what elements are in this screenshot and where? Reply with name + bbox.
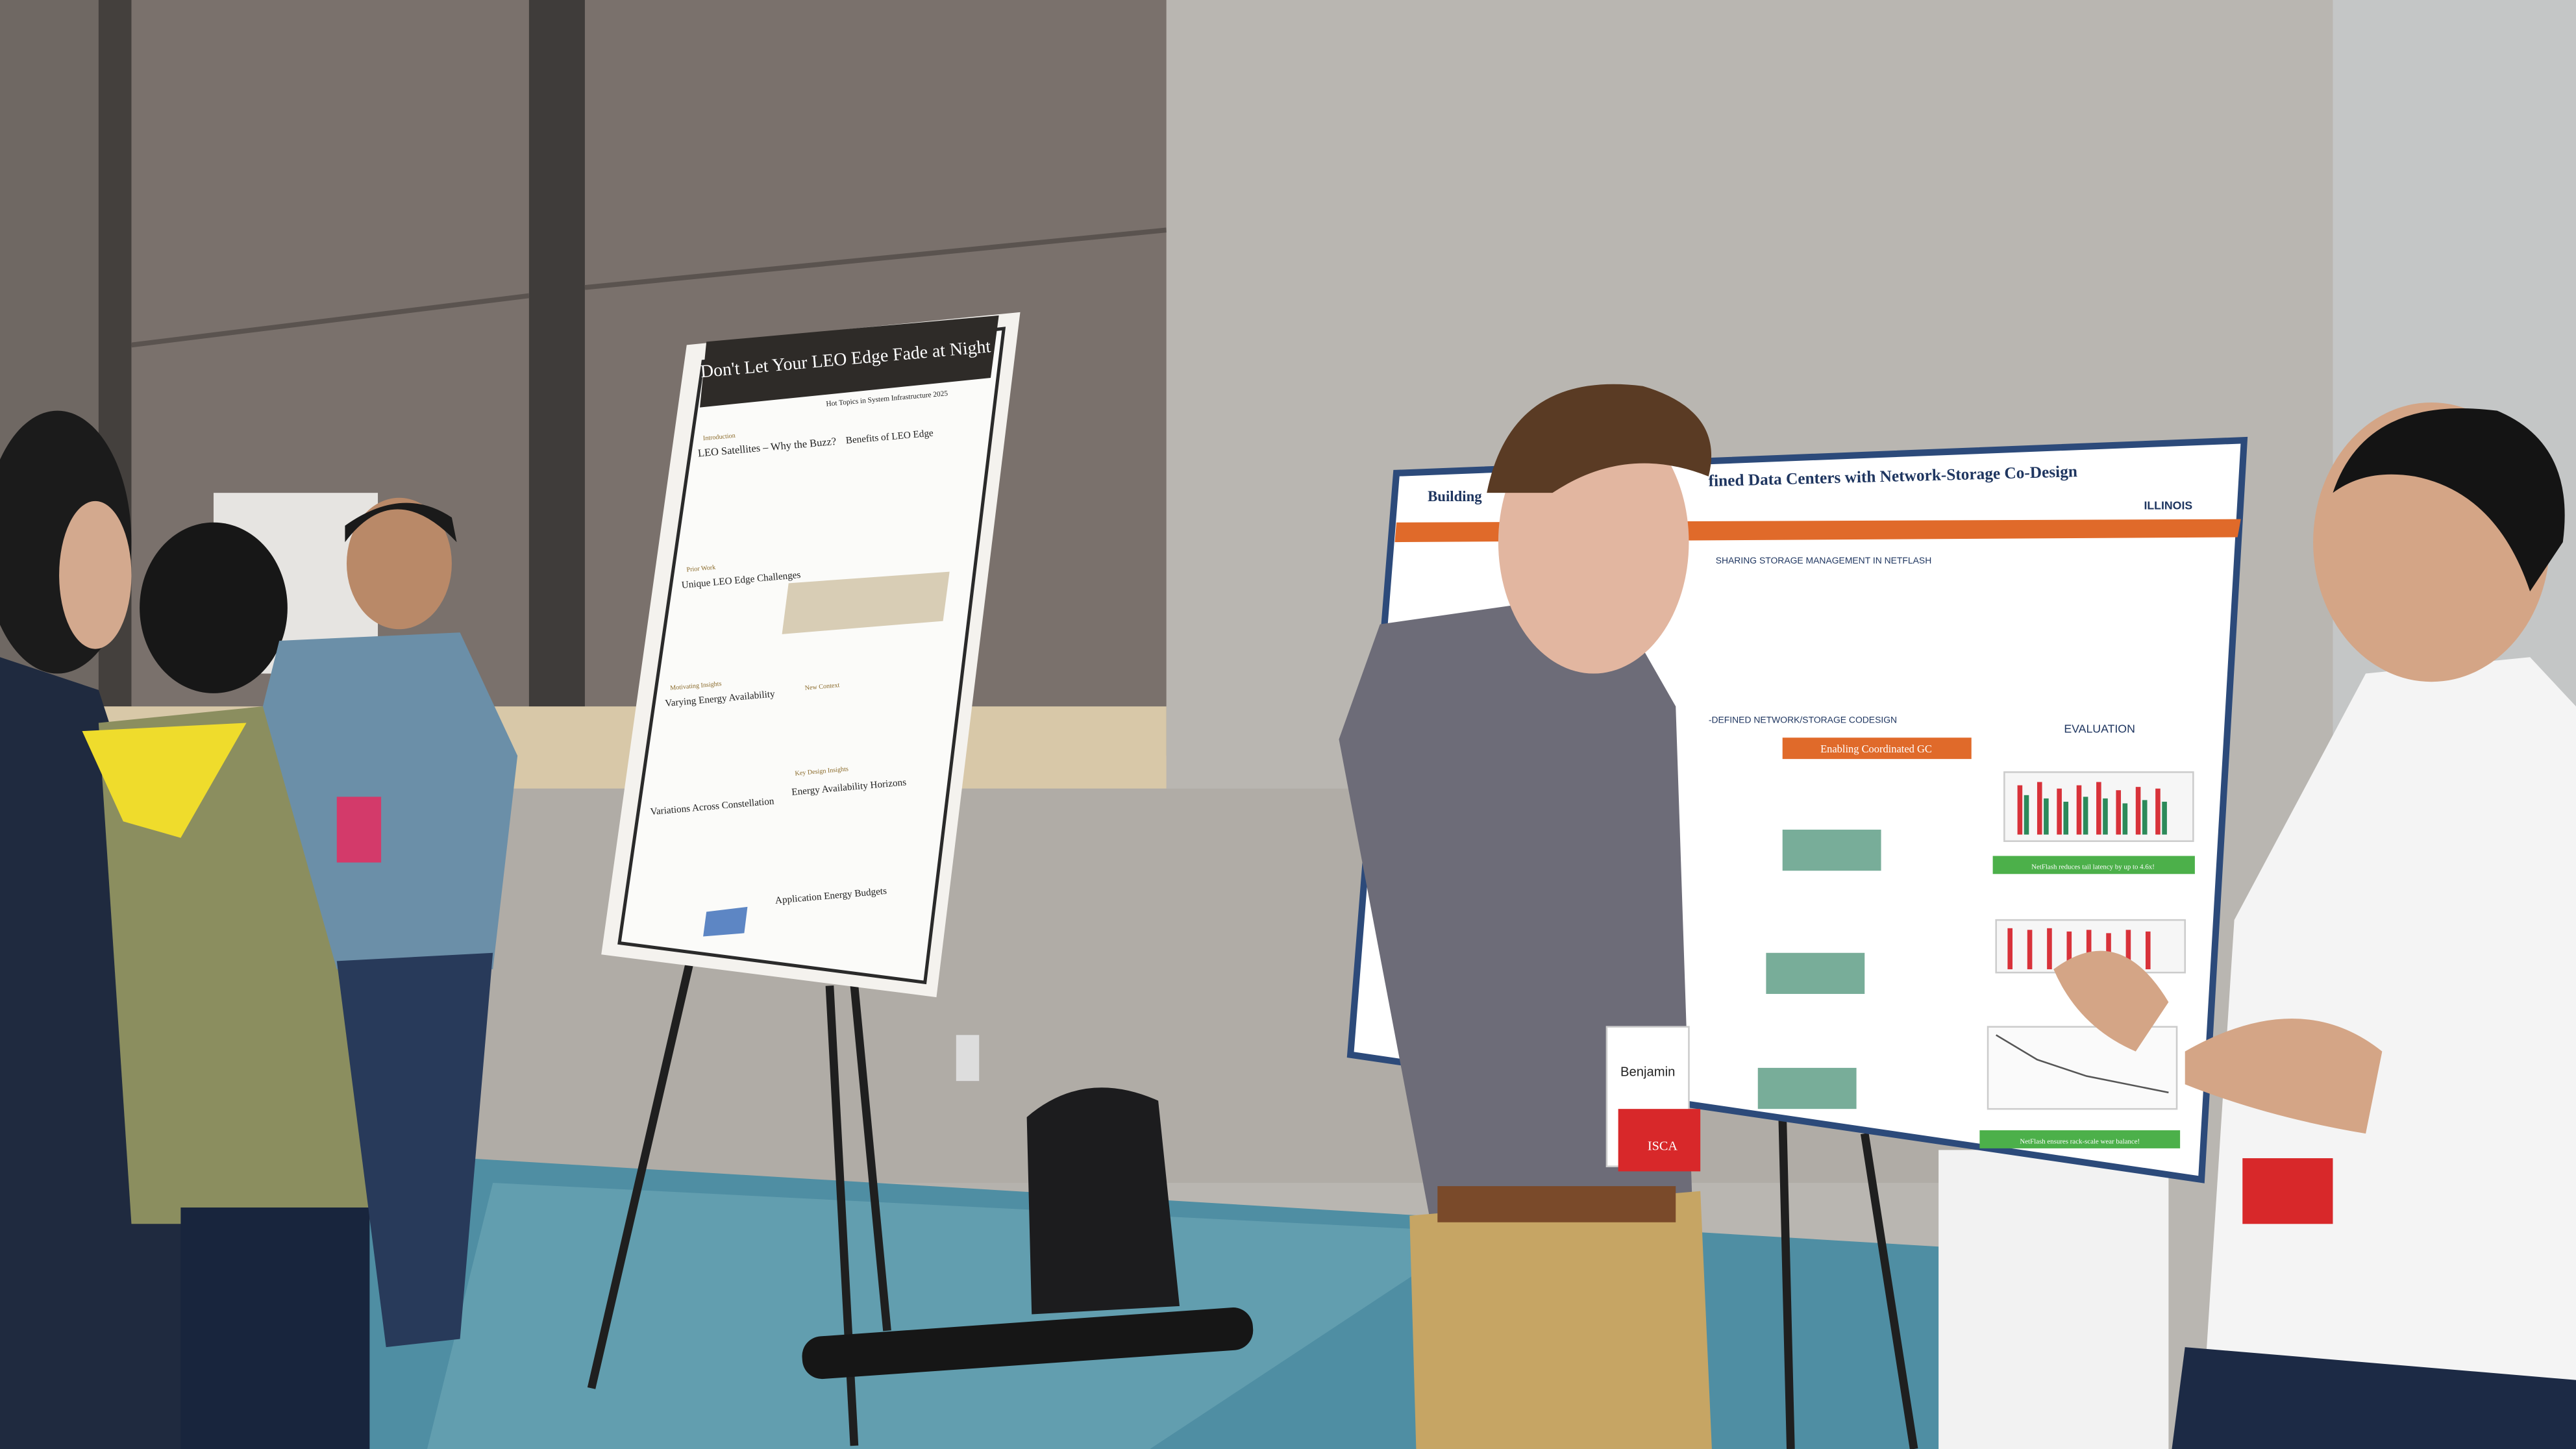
logo: ILLINOIS (2144, 499, 2192, 512)
section-tag: Introduction (702, 432, 736, 442)
person-center: Benjamin ISCA (1339, 384, 1712, 1449)
poster-header (700, 315, 999, 408)
result: NetFlash ensures rack-scale wear balance… (2020, 1137, 2140, 1145)
result-bar (1992, 856, 2195, 874)
poster-figure (1757, 771, 2194, 1110)
person-blue-shirt (262, 497, 518, 1348)
result-bar (1979, 1130, 2181, 1148)
section-heading: SHARING STORAGE MANAGEMENT IN NETFLASH (1716, 555, 1932, 565)
poster-table (782, 571, 950, 634)
column (528, 0, 585, 723)
backpack (1026, 1087, 1180, 1315)
outlet (956, 1035, 980, 1082)
badge-event: ISCA (1648, 1139, 1678, 1153)
poster-figure (703, 906, 748, 937)
person-right (2053, 402, 2576, 1449)
easel (587, 960, 1918, 1449)
poster-title: Building (1428, 488, 1482, 504)
section-heading: -DEFINED NETWORK/STORAGE CODESIGN (1709, 714, 1897, 724)
section-heading: Enabling Coordinated GC (1820, 743, 1932, 755)
board (1938, 1150, 2169, 1449)
section-tag: Prior Work (686, 564, 717, 574)
badge-name: Benjamin (1620, 1065, 1675, 1080)
poster-tube (802, 1307, 1254, 1380)
person-left (0, 410, 206, 1449)
section-bar (1782, 737, 1972, 760)
section-heading: EVALUATION (2064, 723, 2135, 736)
section-tag: New Context (804, 682, 840, 692)
carpet-pattern (427, 1183, 1479, 1449)
panel-seam (584, 227, 1167, 290)
panel-seam (130, 293, 530, 348)
result: NetFlash reduces tail latency by up to 4… (2031, 863, 2155, 871)
